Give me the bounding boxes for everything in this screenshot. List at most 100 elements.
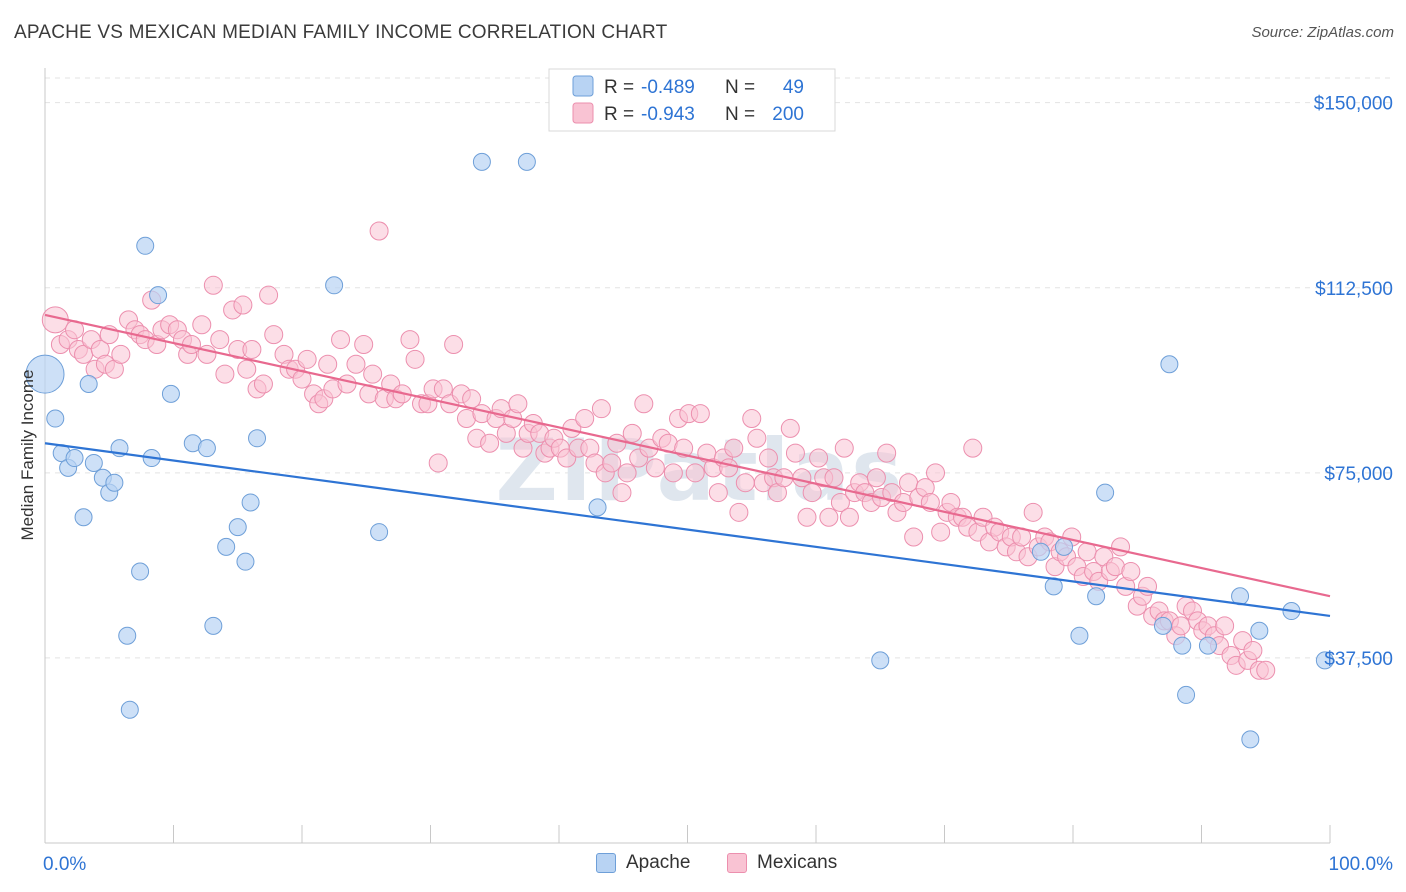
y-tick-label: $37,500	[1324, 649, 1393, 670]
data-point-apache	[197, 439, 216, 458]
data-point-apache	[105, 473, 124, 492]
legend-swatch-apache	[572, 75, 594, 97]
data-point-mexicans	[797, 507, 817, 527]
data-point-mexicans	[612, 483, 632, 503]
data-point-mexicans	[428, 453, 448, 473]
data-point-apache	[74, 508, 93, 527]
legend-bottom: Apache Mexicans	[0, 852, 1406, 878]
y-tick-label: $112,500	[1315, 279, 1393, 300]
data-point-mexicans	[405, 349, 425, 369]
data-point-mexicans	[318, 354, 338, 374]
y-tick-label: $75,000	[1324, 464, 1393, 485]
data-point-mexicans	[708, 483, 728, 503]
data-point-mexicans	[1243, 641, 1263, 661]
data-point-mexicans	[926, 463, 946, 483]
data-point-apache	[84, 453, 103, 472]
data-point-mexicans	[363, 364, 383, 384]
data-point-mexicans	[242, 339, 262, 359]
data-point-mexicans	[575, 409, 595, 429]
legend-r-value: -0.489	[641, 77, 695, 98]
data-point-mexicans	[877, 443, 897, 463]
data-point-mexicans	[337, 374, 357, 394]
data-point-apache	[241, 493, 260, 512]
y-tick-labels: $37,500 $75,000 $112,500 $150,000	[1314, 94, 1393, 670]
data-point-mexicans	[297, 349, 317, 369]
y-axis-label: Median Family Income	[18, 369, 37, 540]
data-point-apache	[370, 523, 389, 542]
data-point-apache	[472, 152, 491, 171]
mexicans-points	[41, 221, 1276, 680]
data-point-mexicans	[111, 344, 131, 364]
data-point-apache	[46, 409, 65, 428]
legend-item-apache: Apache	[596, 852, 690, 874]
axes	[44, 68, 1331, 844]
data-point-mexicans	[1023, 502, 1043, 522]
data-point-apache	[1241, 730, 1260, 749]
data-point-mexicans	[253, 374, 273, 394]
chart-title: APACHE VS MEXICAN MEDIAN FAMILY INCOME C…	[14, 22, 668, 43]
data-point-apache	[248, 429, 267, 448]
legend-n-label: N =	[725, 104, 755, 125]
legend-n-label: N =	[725, 77, 755, 98]
x-tick-labels: 0.0% 100.0%	[43, 854, 1393, 875]
data-point-apache	[1087, 587, 1106, 606]
data-point-apache	[871, 651, 890, 670]
data-point-mexicans	[819, 507, 839, 527]
data-point-mexicans	[346, 354, 366, 374]
data-point-mexicans	[785, 443, 805, 463]
data-point-apache	[1315, 651, 1334, 670]
data-point-mexicans	[758, 448, 778, 468]
legend-item-mexicans: Mexicans	[727, 852, 837, 874]
data-point-mexicans	[264, 325, 284, 345]
data-point-apache	[1153, 616, 1172, 635]
data-point-mexicans	[830, 492, 850, 512]
data-point-mexicans	[354, 335, 374, 355]
legend-n-value: 200	[772, 104, 804, 125]
data-point-mexicans	[663, 463, 683, 483]
data-point-mexicans	[866, 468, 886, 488]
legend-swatch-mexicans	[572, 102, 594, 124]
data-point-mexicans	[1111, 537, 1131, 557]
data-point-mexicans	[931, 522, 951, 542]
data-point-mexicans	[824, 468, 844, 488]
data-point-apache	[25, 354, 65, 394]
data-point-apache	[79, 375, 98, 393]
data-point-mexicans	[607, 433, 627, 453]
data-point-mexicans	[508, 394, 528, 414]
data-point-apache	[1031, 542, 1050, 561]
data-point-mexicans	[622, 423, 642, 443]
data-point-apache	[131, 562, 150, 581]
data-point-apache	[236, 552, 255, 571]
data-point-apache	[1055, 537, 1074, 556]
data-point-mexicans	[215, 364, 235, 384]
data-point-mexicans	[780, 418, 800, 438]
data-point-apache	[161, 384, 180, 403]
data-point-apache	[228, 518, 247, 537]
data-point-apache	[120, 700, 139, 719]
trend-line-mexicans	[44, 313, 1331, 598]
data-point-mexicans	[904, 527, 924, 547]
data-point-apache	[1173, 636, 1192, 655]
data-point-mexicans	[444, 335, 464, 355]
data-point-mexicans	[634, 394, 654, 414]
data-point-mexicans	[369, 221, 389, 241]
data-point-mexicans	[1171, 616, 1191, 636]
data-point-apache	[1070, 626, 1089, 645]
x-tick-label: 100.0%	[1329, 854, 1394, 875]
trend-line-apache	[44, 442, 1331, 618]
data-point-apache	[517, 152, 536, 171]
data-point-mexicans	[729, 502, 749, 522]
legend-swatch-mexicans	[727, 853, 747, 873]
data-point-mexicans	[203, 275, 223, 295]
data-point-mexicans	[742, 409, 762, 429]
data-point-mexicans	[400, 330, 420, 350]
data-point-mexicans	[210, 330, 230, 350]
trend-lines	[44, 313, 1331, 618]
legend-r-value: -0.943	[641, 104, 695, 125]
data-point-mexicans	[591, 399, 611, 419]
legend-label-mexicans: Mexicans	[757, 852, 838, 873]
data-point-apache	[136, 236, 155, 255]
data-point-mexicans	[192, 315, 212, 335]
legend-top: R = -0.489 N = 49 R = -0.943 N = 200	[548, 68, 836, 132]
